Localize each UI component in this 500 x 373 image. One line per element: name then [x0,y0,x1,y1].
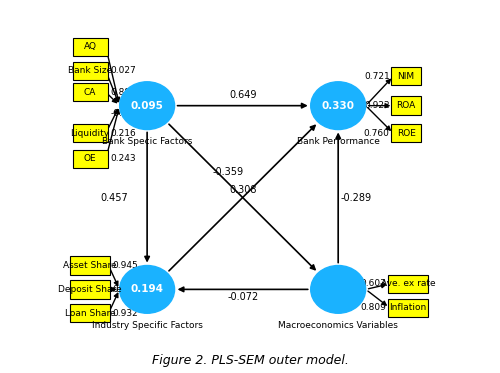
Ellipse shape [120,82,174,129]
FancyBboxPatch shape [392,124,421,142]
Text: 0.932: 0.932 [112,309,138,318]
Ellipse shape [120,266,174,313]
FancyBboxPatch shape [392,97,421,115]
Text: 0.922: 0.922 [364,101,390,110]
Text: 0.457: 0.457 [100,192,128,203]
FancyBboxPatch shape [388,298,428,317]
Text: Bank Size: Bank Size [68,66,112,75]
Text: AQ: AQ [84,43,96,51]
FancyBboxPatch shape [70,256,110,275]
Text: 0.809: 0.809 [360,303,386,312]
Text: -0.072: -0.072 [227,292,258,302]
Text: ROE: ROE [396,129,415,138]
Text: 0.243: 0.243 [110,154,136,163]
FancyBboxPatch shape [72,38,108,56]
Text: Asset Share: Asset Share [64,261,117,270]
Text: 0.945: 0.945 [112,261,138,270]
Text: Bank Specic Factors: Bank Specic Factors [102,137,192,146]
Text: 0.308: 0.308 [229,185,256,195]
Text: 0.699: 0.699 [112,285,138,294]
Text: 0.721: 0.721 [364,72,390,81]
Text: 0.027: 0.027 [110,66,136,75]
Text: 0.194: 0.194 [130,284,164,294]
FancyBboxPatch shape [72,62,108,80]
Text: 0.760: 0.760 [364,129,390,138]
FancyBboxPatch shape [72,124,108,142]
Text: Loan Share: Loan Share [65,309,116,318]
FancyBboxPatch shape [72,150,108,168]
Ellipse shape [310,82,366,129]
Text: Figure 2. PLS-SEM outer model.: Figure 2. PLS-SEM outer model. [152,354,348,367]
Text: 0.216: 0.216 [110,129,136,138]
FancyBboxPatch shape [70,280,110,298]
FancyBboxPatch shape [388,275,428,293]
Ellipse shape [310,266,366,313]
Text: Deposit Share: Deposit Share [58,285,122,294]
FancyBboxPatch shape [392,67,421,85]
Text: NIM: NIM [398,72,414,81]
Text: Bank Performance: Bank Performance [296,137,380,146]
Text: -0.289: -0.289 [341,192,372,203]
Text: 0.095: 0.095 [130,101,164,111]
Text: 0.880: 0.880 [110,88,136,97]
Text: CA: CA [84,88,96,97]
Text: Inflation: Inflation [390,303,426,312]
FancyBboxPatch shape [70,304,110,322]
Text: -0.037: -0.037 [110,109,140,117]
FancyBboxPatch shape [72,83,108,101]
Text: ROA: ROA [396,101,416,110]
Text: 0.603: 0.603 [360,279,386,288]
Text: Liquidity: Liquidity [70,129,110,138]
Text: OE: OE [84,154,96,163]
Text: Industry Specific Factors: Industry Specific Factors [92,321,202,330]
Text: Ave. ex rate: Ave. ex rate [380,279,436,288]
Text: Macroeconomics Variables: Macroeconomics Variables [278,321,398,330]
Text: 0.649: 0.649 [229,90,256,100]
Text: 0.330: 0.330 [322,101,354,111]
Text: -0.359: -0.359 [212,167,244,177]
